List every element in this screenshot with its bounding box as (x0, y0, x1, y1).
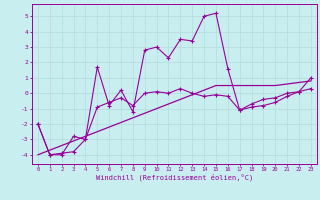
X-axis label: Windchill (Refroidissement éolien,°C): Windchill (Refroidissement éolien,°C) (96, 174, 253, 181)
